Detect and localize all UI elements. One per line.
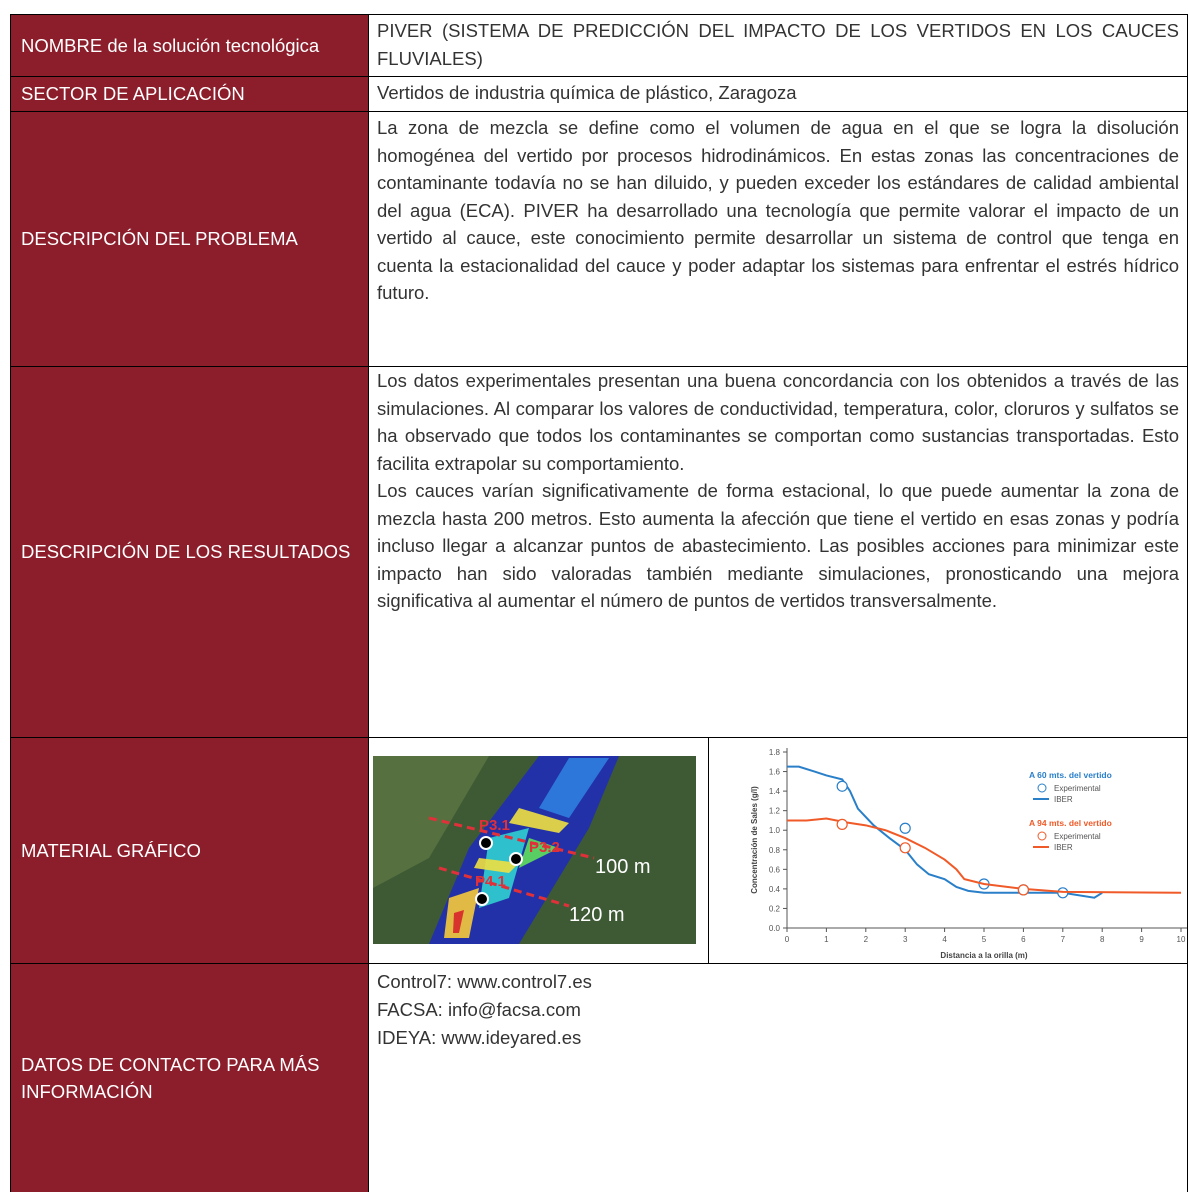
flow-blob xyxy=(539,758,609,818)
y-tick-label: 0.8 xyxy=(769,846,781,855)
legend-marker xyxy=(1037,783,1047,793)
x-axis-label: Distancia a la orilla (m) xyxy=(940,951,1027,960)
row-text: Los datos experimentales presentan una b… xyxy=(368,366,1188,738)
map-cell: P3.1 P3.2 P4.1 100 m 120 m xyxy=(368,737,709,964)
flow-blob xyxy=(474,858,519,873)
legend-label: Experimental xyxy=(1054,784,1101,793)
x-tick-label: 4 xyxy=(942,935,947,944)
legend-label: IBER xyxy=(1054,795,1073,804)
y-tick-label: 0.0 xyxy=(769,924,781,933)
row-text: PIVER (SISTEMA DE PREDICCIÓN DEL IMPACTO… xyxy=(368,14,1188,77)
x-tick-label: 0 xyxy=(785,935,790,944)
experimental-point xyxy=(899,822,911,834)
row-label: SECTOR DE APLICACIÓN xyxy=(10,76,369,112)
paragraph: Los cauces varían significativamente de … xyxy=(377,480,1179,611)
model-line xyxy=(787,765,1103,899)
row-text: La zona de mezcla se define como el volu… xyxy=(368,111,1188,367)
y-axis-label: Concentración de Sales (g/l) xyxy=(750,786,759,894)
x-tick-label: 7 xyxy=(1061,935,1066,944)
model-line xyxy=(787,817,1182,894)
sample-point xyxy=(475,892,489,906)
flow-blob xyxy=(453,910,464,933)
contact-line: IDEYA: www.ideyared.es xyxy=(377,1027,582,1048)
x-tick-label: 1 xyxy=(824,935,829,944)
contact-line: Control7: www.control7.es xyxy=(377,971,592,992)
y-tick-label: 1.8 xyxy=(769,748,781,757)
row-text: Vertidos de industria química de plástic… xyxy=(368,76,1188,112)
row-label: DATOS DE CONTACTO PARA MÁS INFORMACIÓN xyxy=(10,963,369,1192)
experimental-point xyxy=(899,842,911,854)
legend-label: Experimental xyxy=(1054,832,1101,841)
section-line xyxy=(428,816,595,860)
row-label: DESCRIPCIÓN DE LOS RESULTADOS xyxy=(10,366,369,738)
row-label: MATERIAL GRÁFICO xyxy=(10,737,369,964)
y-tick-label: 0.2 xyxy=(769,904,781,913)
y-tick-label: 1.2 xyxy=(769,807,781,816)
y-tick-label: 1.6 xyxy=(769,768,781,777)
forest xyxy=(373,756,489,888)
contact-line: FACSA: info@facsa.com xyxy=(377,999,581,1020)
experimental-point xyxy=(1017,884,1029,896)
y-tick-label: 0.4 xyxy=(769,885,781,894)
point-label: P3.1 xyxy=(479,817,510,834)
row-label: DESCRIPCIÓN DEL PROBLEMA xyxy=(10,111,369,367)
point-label: P4.1 xyxy=(475,873,506,890)
x-tick-label: 9 xyxy=(1139,935,1144,944)
sample-point xyxy=(479,836,493,850)
chart-cell: 0.0 0.2 0.4 0.6 0.8 1.0 1.2 1.4 1.6 1.8 0 1 2 3 4 5 6 7 8 9… xyxy=(708,737,1188,964)
experimental-point xyxy=(836,780,848,792)
x-tick-label: 5 xyxy=(982,935,987,944)
x-tick-label: 8 xyxy=(1100,935,1105,944)
row-label: NOMBRE de la solución tecnológica xyxy=(10,14,369,77)
y-tick-label: 0.6 xyxy=(769,865,781,874)
legend-title: A 60 mts. del vertido xyxy=(1029,770,1112,780)
x-tick-label: 6 xyxy=(1021,935,1026,944)
contact-cell: Control7: www.control7.es FACSA: info@fac… xyxy=(368,963,1188,1192)
y-tick-label: 1.4 xyxy=(769,787,781,796)
x-tick-label: 3 xyxy=(903,935,908,944)
x-tick-label: 10 xyxy=(1177,935,1186,944)
paragraph: Los datos experimentales presentan una b… xyxy=(377,370,1179,474)
experimental-point xyxy=(836,818,848,830)
x-tick-label: 2 xyxy=(864,935,869,944)
sample-point xyxy=(509,852,523,866)
chart: 0.0 0.2 0.4 0.6 0.8 1.0 1.2 1.4 1.6 1.8 0 1 2 3 4 5 6 7 8 9… xyxy=(750,748,1187,960)
legend-marker xyxy=(1037,831,1047,841)
legend-title: A 94 mts. del vertido xyxy=(1029,818,1112,828)
map-image: P3.1 P3.2 P4.1 100 m 120 m xyxy=(373,756,696,944)
distance-label: 120 m xyxy=(569,904,625,926)
point-label: P3.2 xyxy=(529,839,560,856)
flow-blob xyxy=(509,808,569,833)
y-tick-label: 1.0 xyxy=(769,826,781,835)
distance-label: 100 m xyxy=(595,856,651,878)
flow-blob xyxy=(519,838,559,868)
legend-label: IBER xyxy=(1054,843,1073,852)
section-line xyxy=(438,866,570,908)
